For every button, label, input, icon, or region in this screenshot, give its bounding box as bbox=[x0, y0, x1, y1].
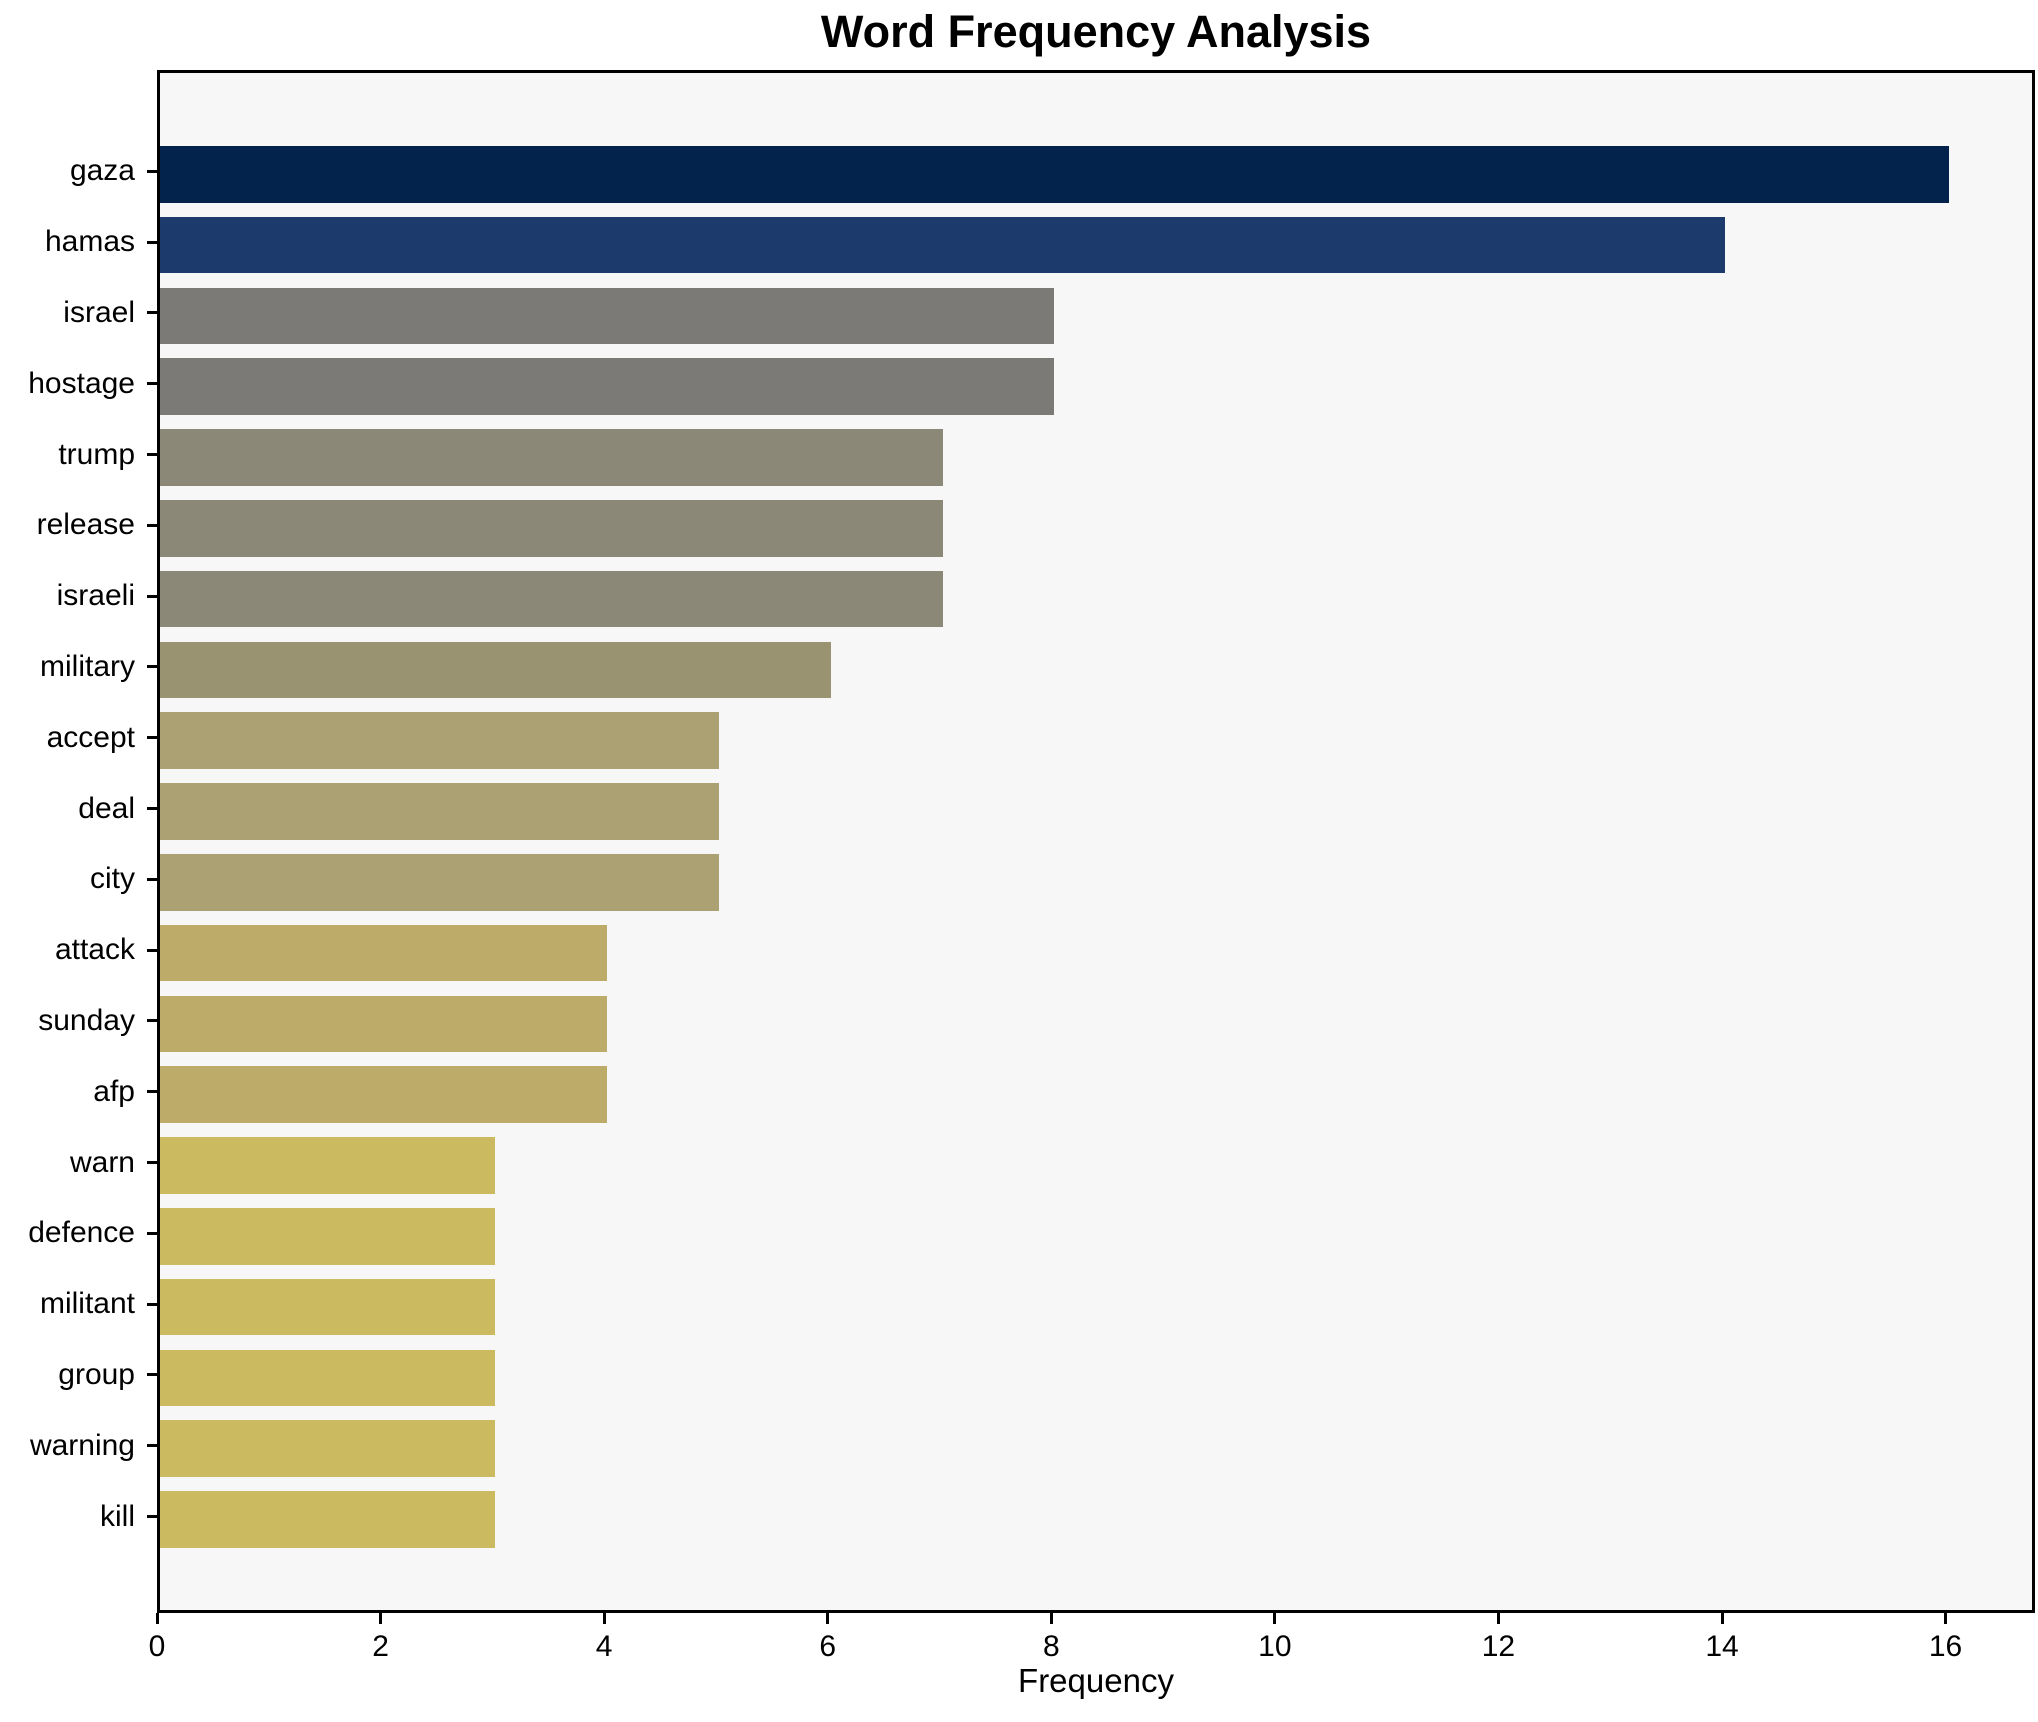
y-tick-label-hostage: hostage bbox=[28, 366, 135, 400]
bar-trump bbox=[160, 429, 943, 486]
x-tick-label-0: 0 bbox=[148, 1630, 166, 1663]
y-tick-label-accept: accept bbox=[46, 720, 135, 754]
y-tick-mark bbox=[147, 169, 157, 173]
bar-kill bbox=[160, 1491, 496, 1548]
bar-hamas bbox=[160, 216, 1725, 274]
y-tick-label-kill: kill bbox=[100, 1499, 135, 1533]
x-tick-mark bbox=[1944, 1613, 1948, 1624]
y-tick-label-warn: warn bbox=[69, 1145, 135, 1179]
x-tick-mark bbox=[1273, 1613, 1277, 1624]
y-tick-label-trump: trump bbox=[58, 437, 135, 471]
y-tick-label-warning: warning bbox=[29, 1428, 135, 1462]
plot-area bbox=[157, 70, 2035, 1613]
x-tick-mark bbox=[379, 1613, 383, 1624]
y-tick-mark bbox=[147, 382, 157, 386]
x-tick-mark bbox=[155, 1613, 159, 1624]
y-tick-mark bbox=[147, 1161, 157, 1165]
y-tick-mark bbox=[147, 240, 157, 244]
x-tick-mark bbox=[1049, 1613, 1053, 1624]
x-tick-label-14: 14 bbox=[1705, 1630, 1739, 1663]
bar-gaza bbox=[160, 146, 1949, 203]
y-tick-label-release: release bbox=[36, 508, 135, 542]
y-tick-mark bbox=[147, 523, 157, 527]
bar-attack bbox=[160, 924, 608, 982]
bar-release bbox=[160, 500, 943, 557]
x-axis-label: Frequency bbox=[1018, 1662, 1174, 1699]
y-tick-label-deal: deal bbox=[78, 791, 135, 825]
bar-afp bbox=[160, 1066, 608, 1124]
y-tick-mark bbox=[147, 877, 157, 881]
y-tick-label-city: city bbox=[90, 862, 135, 896]
y-tick-label-defence: defence bbox=[28, 1216, 135, 1250]
bar-accept bbox=[160, 712, 719, 770]
y-tick-mark bbox=[147, 1019, 157, 1023]
y-tick-mark bbox=[147, 948, 157, 952]
bar-city bbox=[160, 854, 719, 911]
y-tick-mark bbox=[147, 807, 157, 811]
x-tick-mark bbox=[1496, 1613, 1500, 1624]
y-tick-mark bbox=[147, 1373, 157, 1377]
y-tick-mark bbox=[147, 1090, 157, 1094]
x-tick-label-12: 12 bbox=[1481, 1630, 1516, 1663]
y-tick-label-military: military bbox=[40, 649, 135, 683]
y-tick-label-israel: israel bbox=[63, 295, 135, 329]
bar-israeli bbox=[160, 570, 943, 628]
y-tick-label-attack: attack bbox=[54, 933, 135, 967]
bar-hostage bbox=[160, 358, 1055, 416]
chart-title: Word Frequency Analysis bbox=[820, 6, 1372, 57]
bar-warning bbox=[160, 1420, 496, 1478]
x-tick-mark bbox=[602, 1613, 606, 1624]
x-tick-label-10: 10 bbox=[1258, 1630, 1292, 1663]
y-tick-label-afp: afp bbox=[93, 1074, 135, 1108]
x-tick-label-4: 4 bbox=[595, 1630, 613, 1663]
bar-deal bbox=[160, 783, 719, 840]
x-tick-mark bbox=[1720, 1613, 1724, 1624]
x-tick-label-8: 8 bbox=[1042, 1630, 1060, 1663]
bar-israel bbox=[160, 287, 1055, 345]
bar-militant bbox=[160, 1278, 496, 1336]
y-tick-label-gaza: gaza bbox=[69, 154, 135, 188]
bar-defence bbox=[160, 1208, 496, 1265]
x-tick-label-16: 16 bbox=[1928, 1630, 1963, 1663]
y-tick-label-militant: militant bbox=[39, 1287, 135, 1321]
y-tick-mark bbox=[147, 736, 157, 740]
y-tick-label-hamas: hamas bbox=[44, 225, 135, 259]
y-tick-label-group: group bbox=[58, 1357, 135, 1391]
y-tick-mark bbox=[147, 1515, 157, 1519]
y-tick-mark bbox=[147, 665, 157, 669]
bar-warn bbox=[160, 1137, 496, 1194]
bar-group bbox=[160, 1349, 496, 1407]
y-tick-mark bbox=[147, 594, 157, 598]
x-tick-mark bbox=[826, 1613, 830, 1624]
y-tick-mark bbox=[147, 1302, 157, 1306]
bar-sunday bbox=[160, 995, 608, 1053]
y-tick-mark bbox=[147, 1444, 157, 1448]
bars-layer bbox=[160, 73, 2032, 1610]
x-tick-label-6: 6 bbox=[819, 1630, 837, 1663]
bar-military bbox=[160, 641, 831, 699]
y-tick-mark bbox=[147, 453, 157, 457]
y-tick-label-israeli: israeli bbox=[56, 579, 135, 613]
x-tick-label-2: 2 bbox=[372, 1630, 389, 1663]
y-tick-label-sunday: sunday bbox=[38, 1003, 135, 1037]
y-tick-mark bbox=[147, 311, 157, 315]
y-tick-mark bbox=[147, 1231, 157, 1235]
